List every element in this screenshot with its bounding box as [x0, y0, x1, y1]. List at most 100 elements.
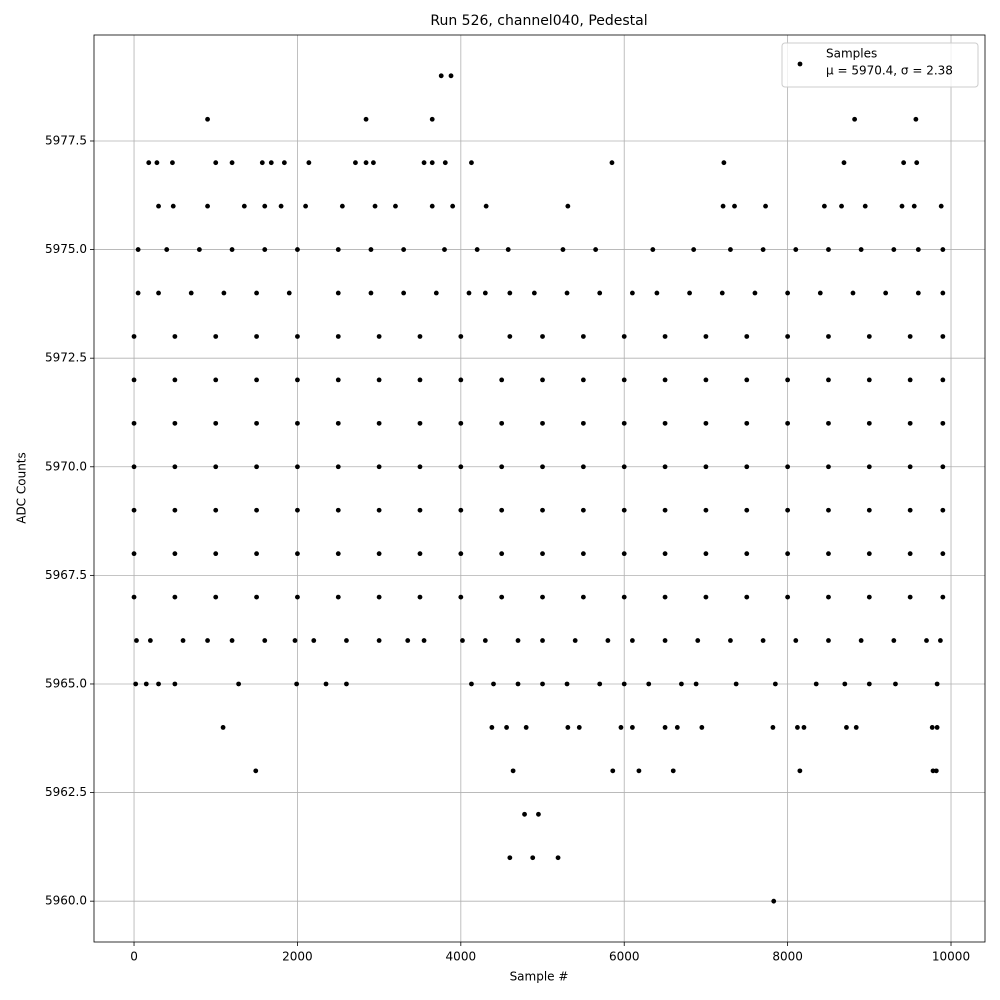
point: [213, 160, 219, 166]
point: [458, 420, 464, 426]
point: [483, 203, 489, 209]
point: [858, 638, 864, 643]
point: [262, 247, 268, 252]
point: [154, 160, 160, 166]
point: [458, 334, 464, 339]
point: [295, 334, 300, 339]
point: [540, 594, 545, 600]
point: [376, 420, 382, 426]
point: [530, 855, 536, 861]
point: [703, 377, 709, 383]
point: [907, 420, 913, 426]
y-tick-label: 5977.5: [45, 133, 87, 147]
point: [924, 638, 929, 643]
y-axis-label: ADC Counts: [15, 452, 29, 524]
point: [172, 681, 178, 687]
chart-title: Run 526, channel040, Pedestal: [430, 13, 647, 29]
point: [703, 334, 709, 339]
point: [580, 464, 586, 470]
point: [172, 551, 178, 557]
point: [254, 464, 259, 470]
point: [940, 551, 946, 557]
point: [131, 551, 137, 557]
point: [172, 594, 178, 600]
point: [131, 464, 137, 470]
point: [421, 160, 427, 166]
point: [376, 377, 382, 383]
point: [934, 681, 940, 687]
point: [621, 334, 627, 339]
point: [170, 160, 175, 166]
point: [311, 638, 317, 643]
point: [262, 638, 268, 643]
point: [401, 290, 407, 296]
point: [593, 247, 599, 252]
point: [580, 507, 586, 513]
point: [785, 334, 791, 339]
point: [339, 203, 345, 209]
point: [295, 247, 300, 252]
x-tick-label: 2000: [282, 950, 313, 964]
point: [442, 160, 448, 166]
point: [540, 377, 545, 383]
point: [744, 551, 750, 557]
point: [891, 247, 897, 252]
point: [850, 290, 856, 296]
point: [131, 594, 137, 600]
point: [540, 551, 545, 557]
point: [785, 464, 791, 470]
point: [458, 377, 464, 383]
point: [621, 464, 627, 470]
point: [580, 594, 586, 600]
point: [540, 420, 545, 426]
point: [744, 377, 750, 383]
point: [295, 420, 300, 426]
point: [429, 203, 435, 209]
point: [417, 334, 423, 339]
point: [580, 377, 586, 383]
point: [597, 290, 603, 296]
point: [744, 464, 750, 470]
point: [450, 203, 456, 209]
point: [335, 551, 341, 557]
point: [826, 594, 831, 600]
point: [172, 420, 178, 426]
point: [213, 551, 219, 557]
point: [605, 638, 611, 643]
point: [752, 290, 758, 296]
point: [907, 551, 913, 557]
point: [564, 681, 570, 687]
point: [213, 377, 219, 383]
point: [940, 290, 946, 296]
point: [205, 203, 210, 209]
point: [940, 334, 946, 339]
point: [621, 551, 627, 557]
point: [335, 377, 341, 383]
point: [763, 203, 768, 209]
point: [254, 420, 259, 426]
point: [858, 247, 864, 252]
point: [733, 681, 739, 687]
point: [852, 116, 858, 122]
point: [499, 420, 505, 426]
point: [295, 594, 300, 600]
point: [572, 638, 578, 643]
point: [703, 420, 709, 426]
point: [940, 464, 946, 470]
point: [433, 290, 439, 296]
point: [907, 594, 913, 600]
point: [610, 768, 616, 774]
point: [507, 290, 513, 296]
point: [393, 203, 398, 209]
point: [417, 551, 423, 557]
point: [899, 203, 905, 209]
point: [213, 507, 219, 513]
legend-label: Samples: [826, 47, 877, 61]
point: [866, 551, 872, 557]
point: [172, 507, 178, 513]
point: [618, 725, 624, 730]
point: [703, 507, 709, 513]
point: [826, 638, 831, 643]
point: [929, 725, 935, 730]
point: [915, 247, 921, 252]
